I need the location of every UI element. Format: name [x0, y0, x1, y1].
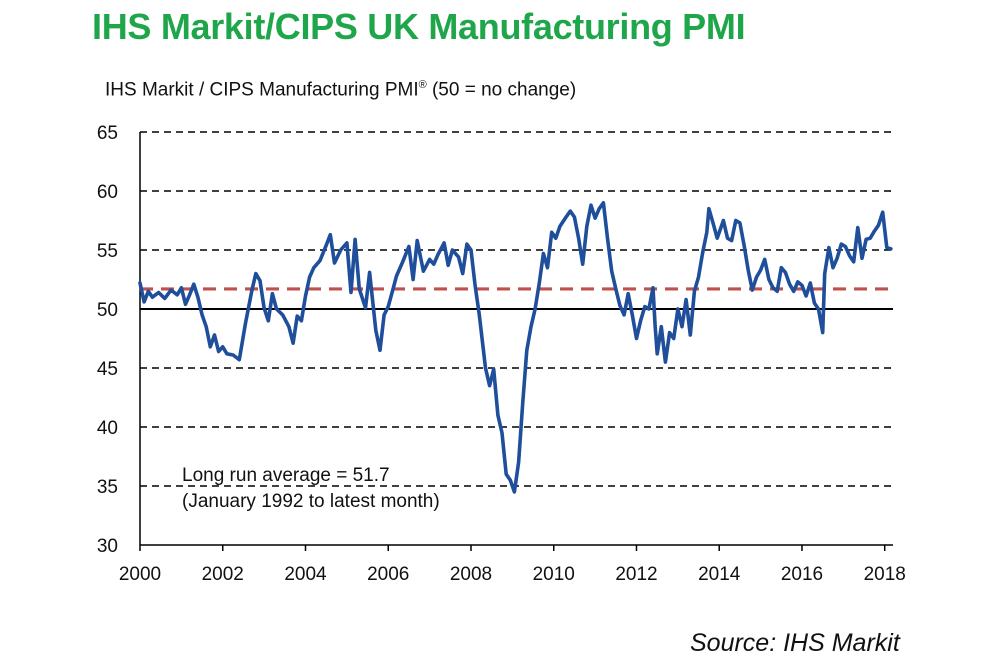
y-tick-label-60: 60	[97, 182, 118, 203]
y-axis-label-text: IHS Markit / CIPS Manufacturing PMI	[105, 79, 419, 101]
annotation: Long run average = 51.7 (January 1992 to…	[182, 465, 440, 512]
y-tick-label-45: 45	[97, 359, 118, 380]
x-tick-label-2004: 2004	[284, 564, 327, 585]
series-layer	[138, 201, 893, 494]
axes	[139, 132, 893, 551]
y-tick-label-40: 40	[97, 418, 118, 439]
y-tick-label-55: 55	[97, 241, 118, 262]
y-axis-label: IHS Markit / CIPS Manufacturing PMI® (50…	[105, 79, 576, 101]
y-tick-label-65: 65	[97, 123, 118, 144]
x-tick-label-2014: 2014	[698, 564, 741, 585]
average-annotation-line1: Long run average = 51.7	[182, 465, 390, 486]
x-tick-label-2000: 2000	[119, 564, 161, 585]
chart-title: IHS Markit/CIPS UK Manufacturing PMI	[92, 6, 746, 47]
y-axis-label-suffix: (50 = no change)	[431, 79, 577, 101]
y-tick-label-50: 50	[97, 300, 118, 321]
x-tick-label-2008: 2008	[450, 564, 492, 585]
x-tick-label-2002: 2002	[202, 564, 244, 585]
x-tick-label-2016: 2016	[781, 564, 823, 585]
y-tick-label-35: 35	[97, 477, 118, 498]
x-tick-label-2006: 2006	[367, 564, 409, 585]
source-credit: Source: IHS Markit	[690, 629, 900, 657]
registered-mark: ®	[418, 79, 427, 91]
x-tick-label-2010: 2010	[533, 564, 575, 585]
x-tick-label-2012: 2012	[615, 564, 657, 585]
y-tick-label-30: 30	[97, 536, 118, 557]
tick-labels: 30 35 40 45 50 55 60 65 2000 2002 2004 2006 2008 2010…	[97, 123, 906, 585]
pmi-series-line	[138, 201, 893, 494]
average-annotation-line2: (January 1992 to latest month)	[182, 491, 440, 512]
x-tick-label-2018: 2018	[864, 564, 906, 585]
